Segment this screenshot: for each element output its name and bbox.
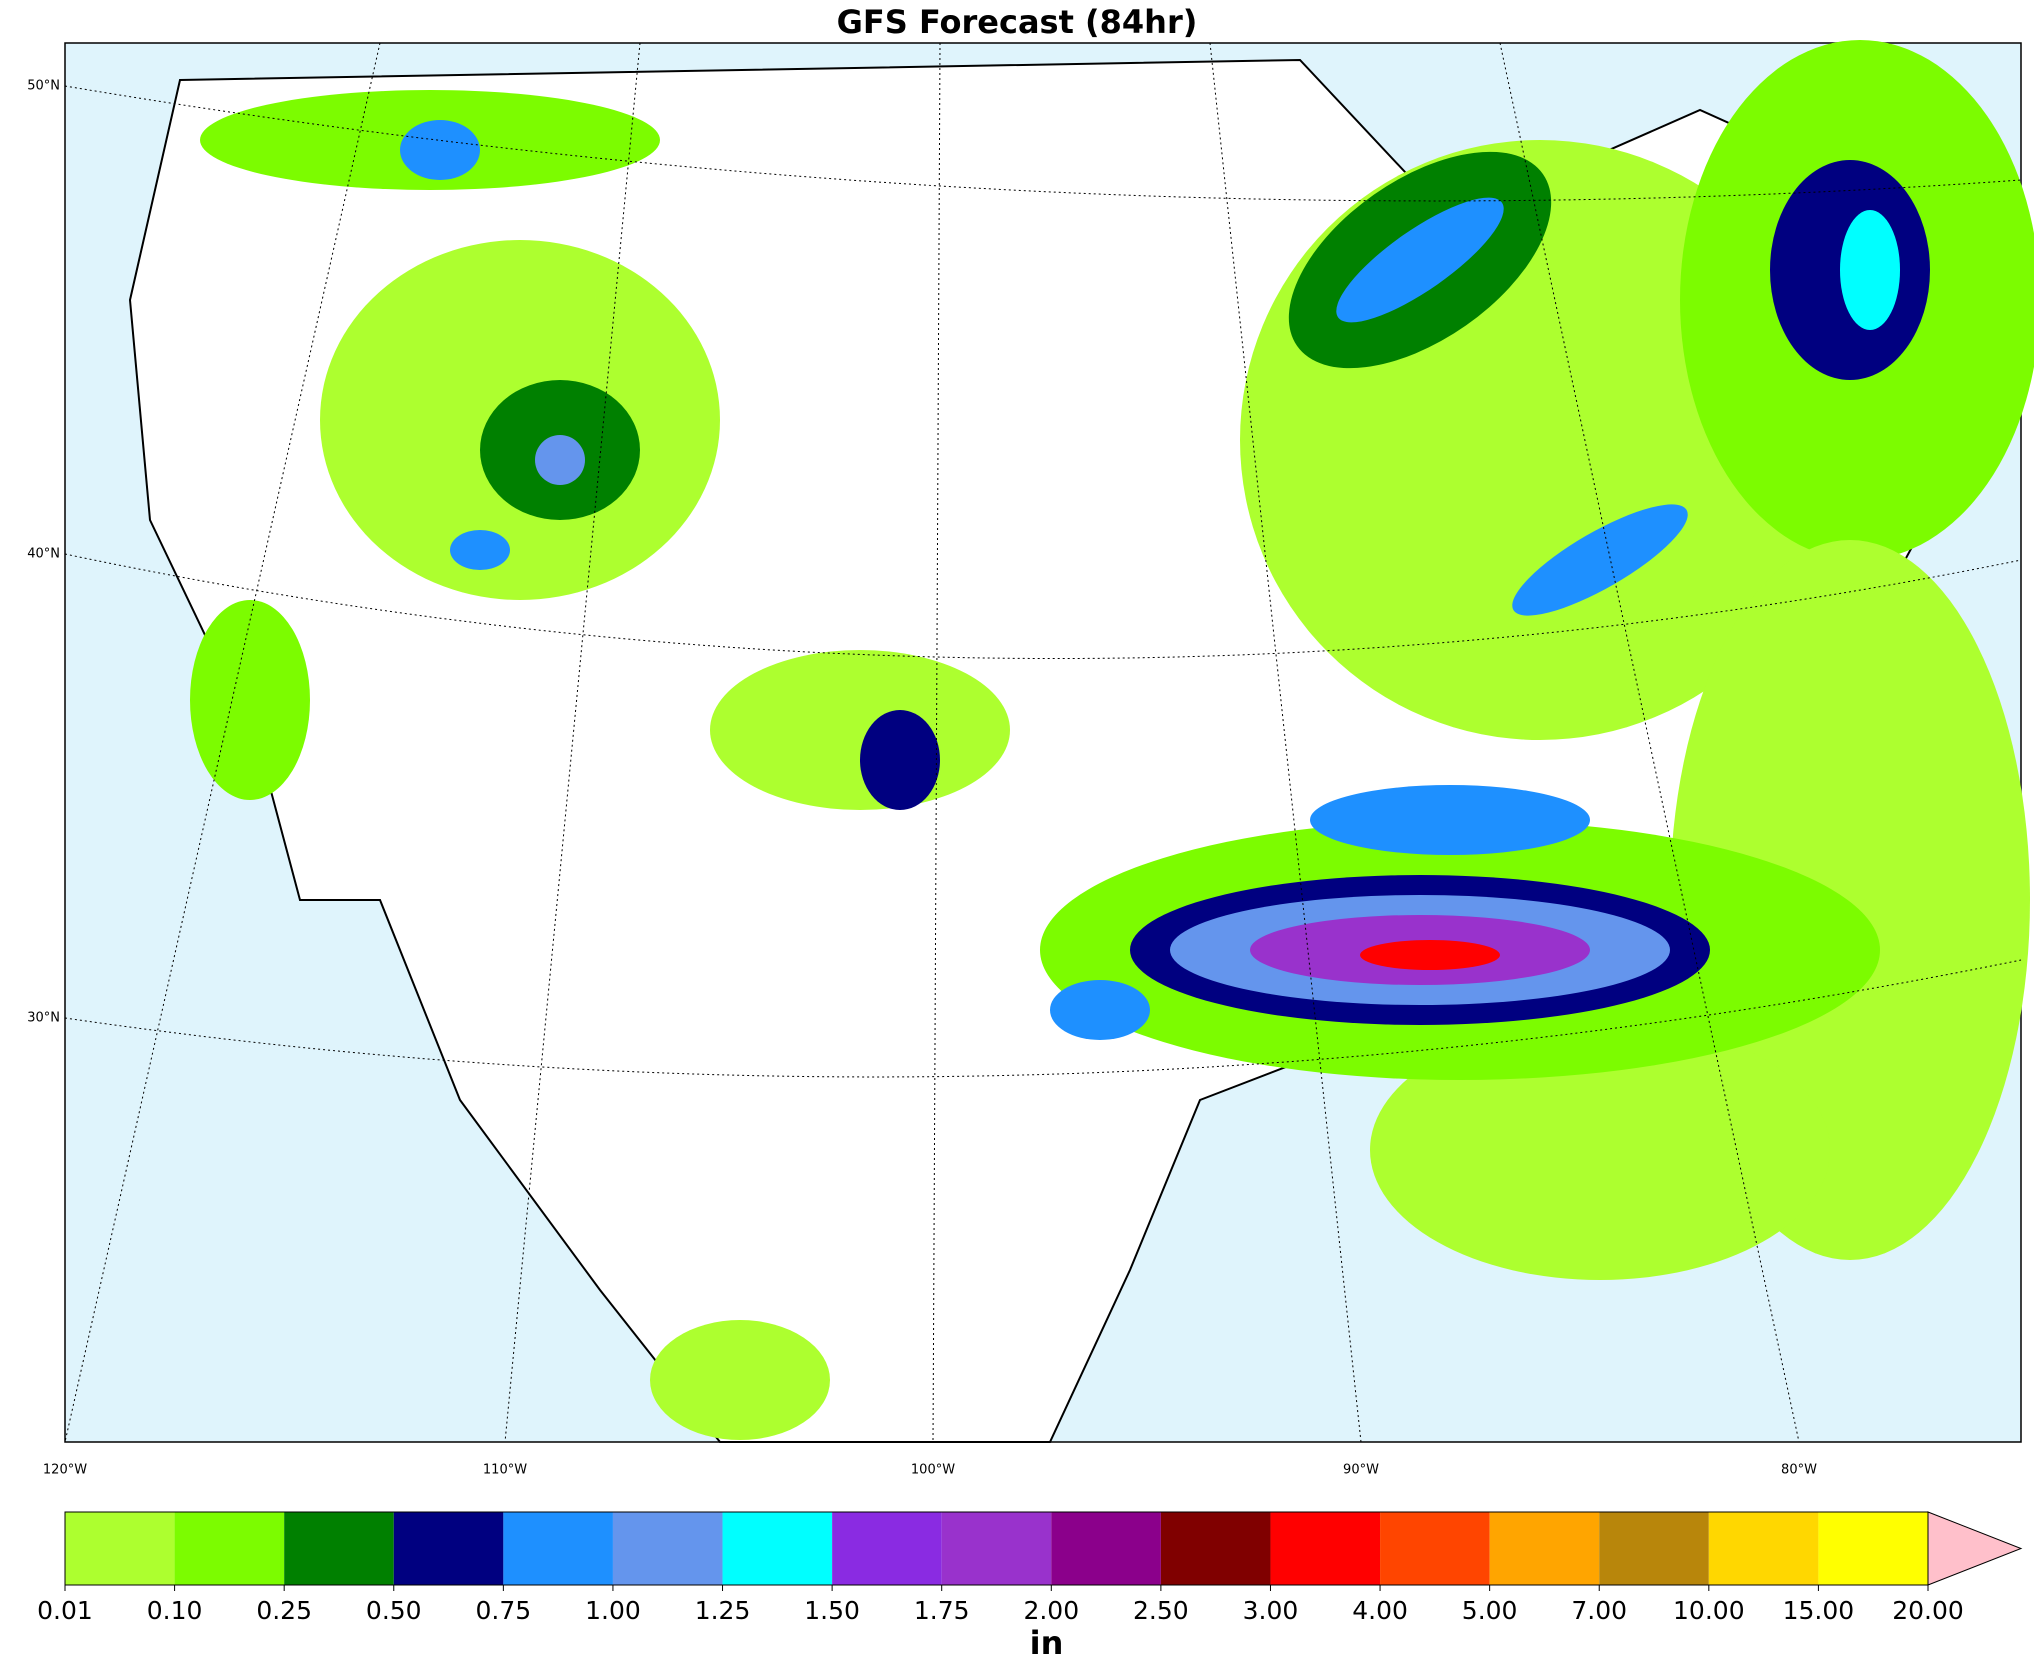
lon-label: 120°W <box>43 1463 87 1478</box>
colorbar-segment <box>174 1512 285 1585</box>
lat-label: 40°N <box>27 547 60 562</box>
colorbar-tick-label: 20.00 <box>1892 1596 1964 1625</box>
lon-label: 90°W <box>1343 1463 1379 1478</box>
colorbar-tick-label: 1.75 <box>914 1596 970 1625</box>
colorbar-tick-label: 0.25 <box>256 1596 312 1625</box>
lon-label: 110°W <box>483 1463 527 1478</box>
colorbar-tick-label: 1.50 <box>804 1596 860 1625</box>
colorbar-segment <box>1818 1512 1928 1585</box>
colorbar-frame <box>64 1511 1929 1586</box>
lon-label: 100°W <box>911 1463 955 1478</box>
colorbar-segment <box>941 1512 1052 1585</box>
colorbar-tick-label: 5.00 <box>1462 1596 1518 1625</box>
colorbar-tick-label: 3.00 <box>1243 1596 1299 1625</box>
colorbar-tick-label: 7.00 <box>1571 1596 1627 1625</box>
colorbar-segment <box>503 1512 613 1585</box>
lon-label: 80°W <box>1781 1463 1817 1478</box>
colorbar-tick-label: 2.00 <box>1023 1596 1079 1625</box>
lat-label: 50°N <box>27 79 60 94</box>
colorbar-segment <box>832 1512 942 1585</box>
colorbar-segment <box>1599 1512 1709 1585</box>
colorbar-segment <box>1708 1512 1819 1585</box>
colorbar-tick-label: 1.00 <box>585 1596 641 1625</box>
colorbar-tick-label: 10.00 <box>1673 1596 1745 1625</box>
lat-label: 30°N <box>27 1011 60 1026</box>
colorbar-tick-label: 2.50 <box>1133 1596 1189 1625</box>
colorbar-segment <box>1380 1512 1490 1585</box>
colorbar-tick-label: 1.25 <box>695 1596 751 1625</box>
colorbar-segment <box>65 1512 175 1585</box>
colorbar-segment <box>1270 1512 1381 1585</box>
colorbar-segment <box>722 1512 833 1585</box>
colorbar-unit: in <box>1030 1624 1064 1662</box>
colorbar-tick-label: 4.00 <box>1352 1596 1408 1625</box>
colorbar-tick-label: 0.50 <box>366 1596 422 1625</box>
colorbar-segment <box>284 1512 394 1585</box>
colorbar-segment <box>393 1512 504 1585</box>
colorbar-tick-label: 0.75 <box>476 1596 532 1625</box>
colorbar-tick-label: 0.01 <box>37 1596 93 1625</box>
precip-contours <box>190 40 2034 1440</box>
title: GFS Forecast (84hr) <box>837 3 1198 41</box>
colorbar-extend <box>1927 1511 2023 1586</box>
colorbar-segment <box>1051 1512 1161 1585</box>
graticule <box>64 42 2022 1443</box>
colorbar-tick-label: 0.10 <box>147 1596 203 1625</box>
colorbar-segment <box>612 1512 723 1585</box>
map-area <box>64 40 2034 1443</box>
colorbar-tick-label: 15.00 <box>1783 1596 1855 1625</box>
colorbar-segment <box>1489 1512 1600 1585</box>
colorbar-segment <box>1160 1512 1271 1585</box>
